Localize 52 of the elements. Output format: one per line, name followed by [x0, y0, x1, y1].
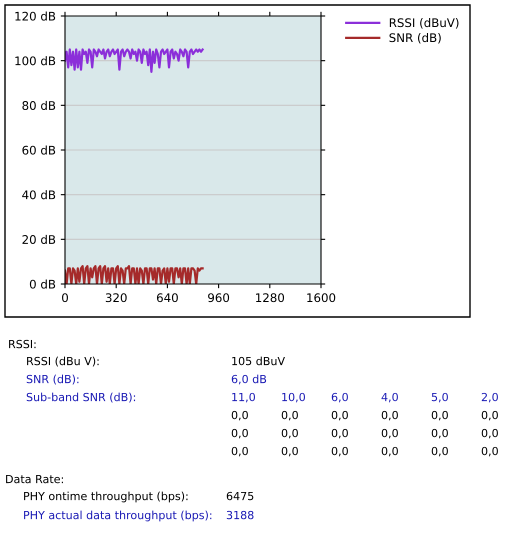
y-tick-label: 120 dB — [15, 12, 56, 21]
text: 0,0 — [432, 428, 448, 438]
text: 10,0 — [282, 392, 305, 402]
line-series — [65, 48, 204, 73]
text: Data Rate: — [6, 474, 63, 484]
text: 0,0 — [282, 410, 298, 420]
text: 0,0 — [432, 446, 448, 456]
y-tick-label: 0 dB — [30, 280, 56, 289]
text: 0,0 — [482, 446, 498, 456]
text: 0,0 — [382, 446, 398, 456]
x-tick-label: 960 — [208, 293, 230, 302]
text: 0,0 — [282, 428, 298, 438]
text: 0,0 — [282, 446, 298, 456]
text: Sub-band SNR (dB): — [26, 392, 136, 403]
legend-label: RSSI (dBuV) — [390, 18, 458, 29]
text: PHY actual data throughput (bps): — [24, 510, 212, 522]
text: 105 dBuV — [232, 356, 285, 366]
text: 0,0 — [332, 428, 348, 438]
text: 0,0 — [332, 410, 348, 420]
line-series — [65, 265, 204, 284]
text: RSSI (dBu V): — [27, 356, 99, 367]
text: SNR (dB): — [26, 374, 78, 385]
text: 0,0 — [382, 428, 398, 438]
text: 0,0 — [232, 410, 248, 420]
legend-label: SNR (dB) — [389, 33, 441, 44]
text: 5,0 — [432, 392, 448, 402]
y-tick-label: 40 dB — [22, 190, 56, 200]
text: 11,0 — [232, 392, 255, 402]
text: 0,0 — [482, 428, 498, 438]
text: 0,0 — [332, 446, 348, 456]
y-tick-label: 100 dB — [15, 56, 56, 66]
text: 0,0 — [232, 428, 248, 438]
y-tick-label: 60 dB — [22, 146, 56, 155]
text: 6475 — [226, 492, 254, 500]
x-tick-label: 0 — [62, 293, 68, 302]
y-tick-label: 20 dB — [22, 234, 56, 244]
x-tick-label: 640 — [156, 293, 178, 302]
text: 6,0 — [332, 392, 348, 402]
text: RSSI: — [9, 340, 36, 348]
x-tick-label: 1600 — [307, 293, 336, 302]
y-tick-label: 80 dB — [22, 100, 56, 110]
text: 3188 — [226, 510, 254, 520]
text: PHY ontime throughput (bps): — [24, 492, 188, 502]
text: 4,0 — [382, 392, 398, 402]
text: 0,0 — [432, 410, 448, 420]
x-tick-label: 320 — [106, 293, 127, 302]
text: 2,0 — [482, 392, 498, 402]
x-tick-label: 1280 — [256, 293, 284, 302]
text: 0,0 — [382, 410, 398, 420]
text: 0,0 — [482, 410, 498, 420]
text: 0,0 — [232, 446, 248, 456]
text: 6,0 dB — [232, 374, 266, 384]
